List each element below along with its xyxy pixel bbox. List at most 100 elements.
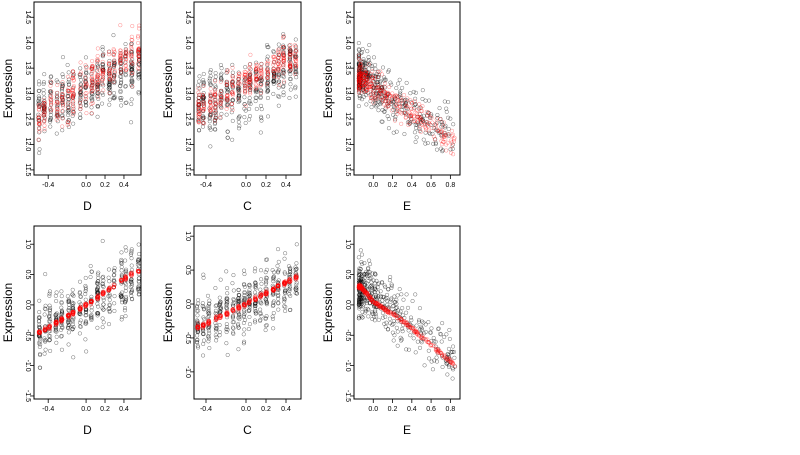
fitted-point — [70, 311, 76, 316]
observed-point — [36, 112, 41, 117]
observed-point — [391, 130, 396, 135]
observed-point — [65, 62, 70, 68]
observed-point — [197, 92, 202, 97]
observed-point — [293, 286, 298, 291]
fitted-point — [59, 316, 64, 321]
observed-point — [101, 65, 106, 70]
fitted-point — [294, 59, 299, 64]
x-tick-label: 0.0 — [241, 182, 251, 189]
fitted-point — [414, 330, 419, 335]
observed-point — [236, 287, 241, 292]
fitted-point — [224, 82, 229, 87]
fitted-point — [213, 315, 218, 320]
observed-point — [413, 350, 418, 355]
observed-point — [276, 270, 281, 275]
fitted-point — [357, 64, 362, 69]
fitted-point — [416, 333, 421, 338]
observed-point — [399, 292, 404, 297]
observed-point — [439, 339, 444, 344]
fitted-point — [213, 115, 218, 120]
fitted-point — [118, 52, 123, 57]
observed-point — [37, 310, 42, 315]
observed-point — [225, 291, 230, 296]
observed-point — [36, 115, 41, 120]
fitted-point — [359, 71, 364, 76]
fitted-point — [112, 282, 117, 287]
fitted-point — [67, 313, 72, 318]
fitted-point — [206, 320, 211, 325]
fitted-point — [415, 115, 420, 120]
observed-point — [37, 324, 42, 329]
observed-point — [196, 106, 201, 111]
observed-point — [433, 339, 438, 344]
observed-point — [370, 311, 375, 316]
fitted-point — [129, 53, 134, 58]
observed-point — [294, 71, 299, 77]
fitted-point — [219, 94, 224, 99]
observed-point — [390, 98, 395, 103]
observed-point — [111, 74, 117, 79]
observed-point — [271, 275, 276, 280]
fitted-point — [224, 311, 229, 316]
fitted-point — [107, 90, 112, 96]
observed-point — [367, 296, 372, 301]
fitted-point — [53, 320, 58, 325]
fitted-point — [287, 63, 292, 68]
fitted-point — [282, 280, 287, 285]
observed-point — [247, 74, 252, 79]
fitted-point — [258, 291, 263, 296]
fitted-point — [95, 75, 100, 80]
observed-point — [264, 280, 269, 285]
fitted-point — [253, 296, 258, 301]
fitted-point — [408, 113, 413, 118]
fitted-point — [368, 85, 374, 90]
fitted-point — [395, 316, 400, 321]
fitted-point — [439, 129, 444, 134]
fitted-point — [230, 84, 236, 89]
observed-point — [47, 314, 52, 320]
fitted-point — [42, 119, 47, 124]
fitted-point — [129, 270, 135, 275]
observed-point — [271, 66, 276, 71]
fitted-point — [427, 111, 432, 116]
fitted-point — [365, 84, 370, 89]
fitted-point — [281, 280, 287, 285]
y-tick-label: 1.0 — [184, 231, 191, 241]
fitted-point — [243, 84, 248, 89]
fitted-point — [385, 308, 390, 313]
fitted-point — [394, 313, 399, 318]
observed-point — [276, 296, 281, 301]
fitted-point — [410, 327, 415, 332]
fitted-point — [404, 320, 409, 325]
fitted-point — [286, 279, 292, 284]
fitted-point — [77, 306, 82, 311]
observed-point — [400, 326, 405, 331]
fitted-point — [358, 283, 363, 288]
fitted-point — [382, 90, 387, 95]
fitted-point — [282, 55, 287, 61]
observed-point — [66, 108, 71, 113]
observed-point — [236, 309, 241, 314]
x-tick-label: -0.4 — [42, 406, 54, 413]
observed-point — [391, 112, 396, 117]
observed-point — [118, 90, 123, 95]
fitted-point — [405, 104, 410, 109]
observed-point — [419, 114, 424, 119]
observed-point — [83, 307, 88, 313]
fitted-point — [90, 76, 95, 82]
fitted-point — [357, 67, 363, 72]
observed-point — [270, 314, 275, 319]
fitted-point — [212, 93, 217, 98]
observed-point — [136, 76, 141, 81]
fitted-point — [118, 54, 123, 59]
observed-point — [49, 74, 54, 79]
fitted-point — [208, 107, 213, 112]
observed-point — [101, 274, 106, 279]
fitted-point — [70, 310, 75, 315]
observed-point — [288, 286, 293, 291]
fitted-point — [243, 88, 248, 93]
fitted-point — [101, 290, 106, 295]
fitted-point — [135, 35, 141, 40]
fitted-point — [49, 107, 54, 112]
observed-point — [47, 319, 52, 324]
